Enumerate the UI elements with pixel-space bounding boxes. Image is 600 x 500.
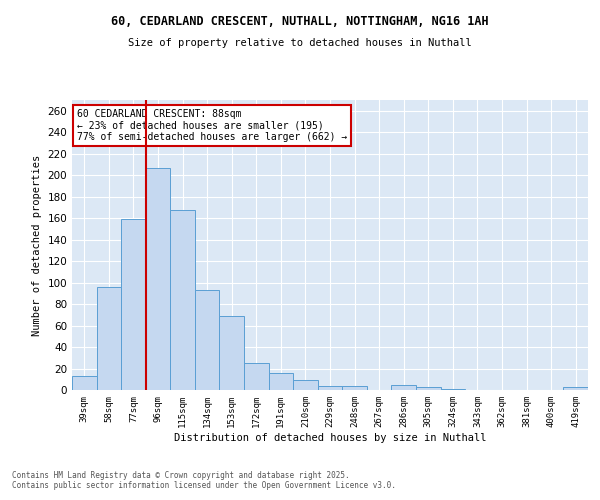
Text: Contains HM Land Registry data © Crown copyright and database right 2025.
Contai: Contains HM Land Registry data © Crown c… xyxy=(12,470,396,490)
Bar xyxy=(244,363,269,390)
Text: 60 CEDARLAND CRESCENT: 88sqm
← 23% of detached houses are smaller (195)
77% of s: 60 CEDARLAND CRESCENT: 88sqm ← 23% of de… xyxy=(77,108,347,142)
Bar xyxy=(121,219,146,390)
Bar xyxy=(293,380,318,390)
Bar xyxy=(170,210,195,390)
Bar xyxy=(563,387,588,390)
Bar xyxy=(146,168,170,390)
Bar xyxy=(318,386,342,390)
Bar xyxy=(391,384,416,390)
Y-axis label: Number of detached properties: Number of detached properties xyxy=(32,154,42,336)
Bar xyxy=(269,373,293,390)
Bar xyxy=(342,386,367,390)
Bar xyxy=(195,290,220,390)
Bar xyxy=(97,287,121,390)
Text: Size of property relative to detached houses in Nuthall: Size of property relative to detached ho… xyxy=(128,38,472,48)
X-axis label: Distribution of detached houses by size in Nuthall: Distribution of detached houses by size … xyxy=(174,432,486,442)
Bar xyxy=(416,387,440,390)
Bar xyxy=(220,316,244,390)
Text: 60, CEDARLAND CRESCENT, NUTHALL, NOTTINGHAM, NG16 1AH: 60, CEDARLAND CRESCENT, NUTHALL, NOTTING… xyxy=(111,15,489,28)
Bar xyxy=(440,389,465,390)
Bar xyxy=(72,376,97,390)
